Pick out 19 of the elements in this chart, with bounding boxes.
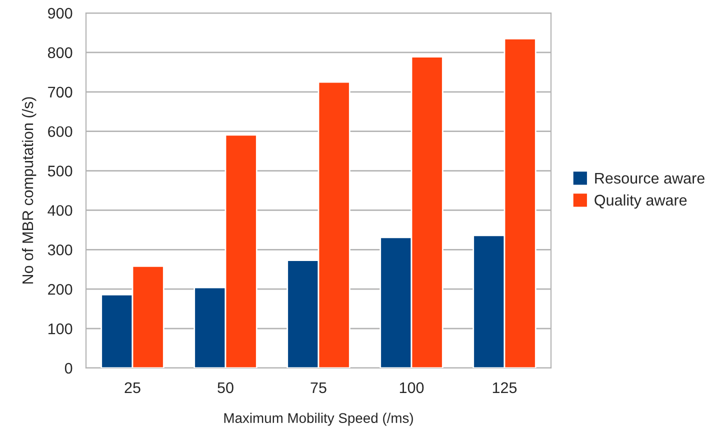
y-tick-label: 400 — [48, 205, 72, 216]
x-tick-label: 50 — [218, 382, 234, 394]
legend-label: Quality aware — [594, 194, 687, 209]
y-tick-label: 900 — [48, 8, 72, 19]
y-tick-label: 100 — [48, 323, 72, 334]
y-axis-title: No of MBR computation (/s) — [22, 97, 36, 284]
y-tick-label: 300 — [48, 244, 72, 256]
y-tick-label: 600 — [48, 126, 72, 138]
x-tick-label: 100 — [400, 382, 424, 394]
x-tick-label: 125 — [492, 382, 517, 394]
y-tick-label: 800 — [48, 47, 72, 58]
y-tick-label: 0 — [64, 362, 72, 374]
y-tick-label: 700 — [48, 86, 72, 98]
x-axis-title: Maximum Mobility Speed (/ms) — [224, 412, 413, 426]
y-tick-label: 200 — [48, 284, 72, 295]
x-tick-label: 25 — [124, 382, 140, 394]
x-tick-label: 75 — [310, 382, 326, 394]
y-tick-label: 500 — [48, 166, 72, 176]
legend-label: Resource aware — [595, 173, 704, 184]
